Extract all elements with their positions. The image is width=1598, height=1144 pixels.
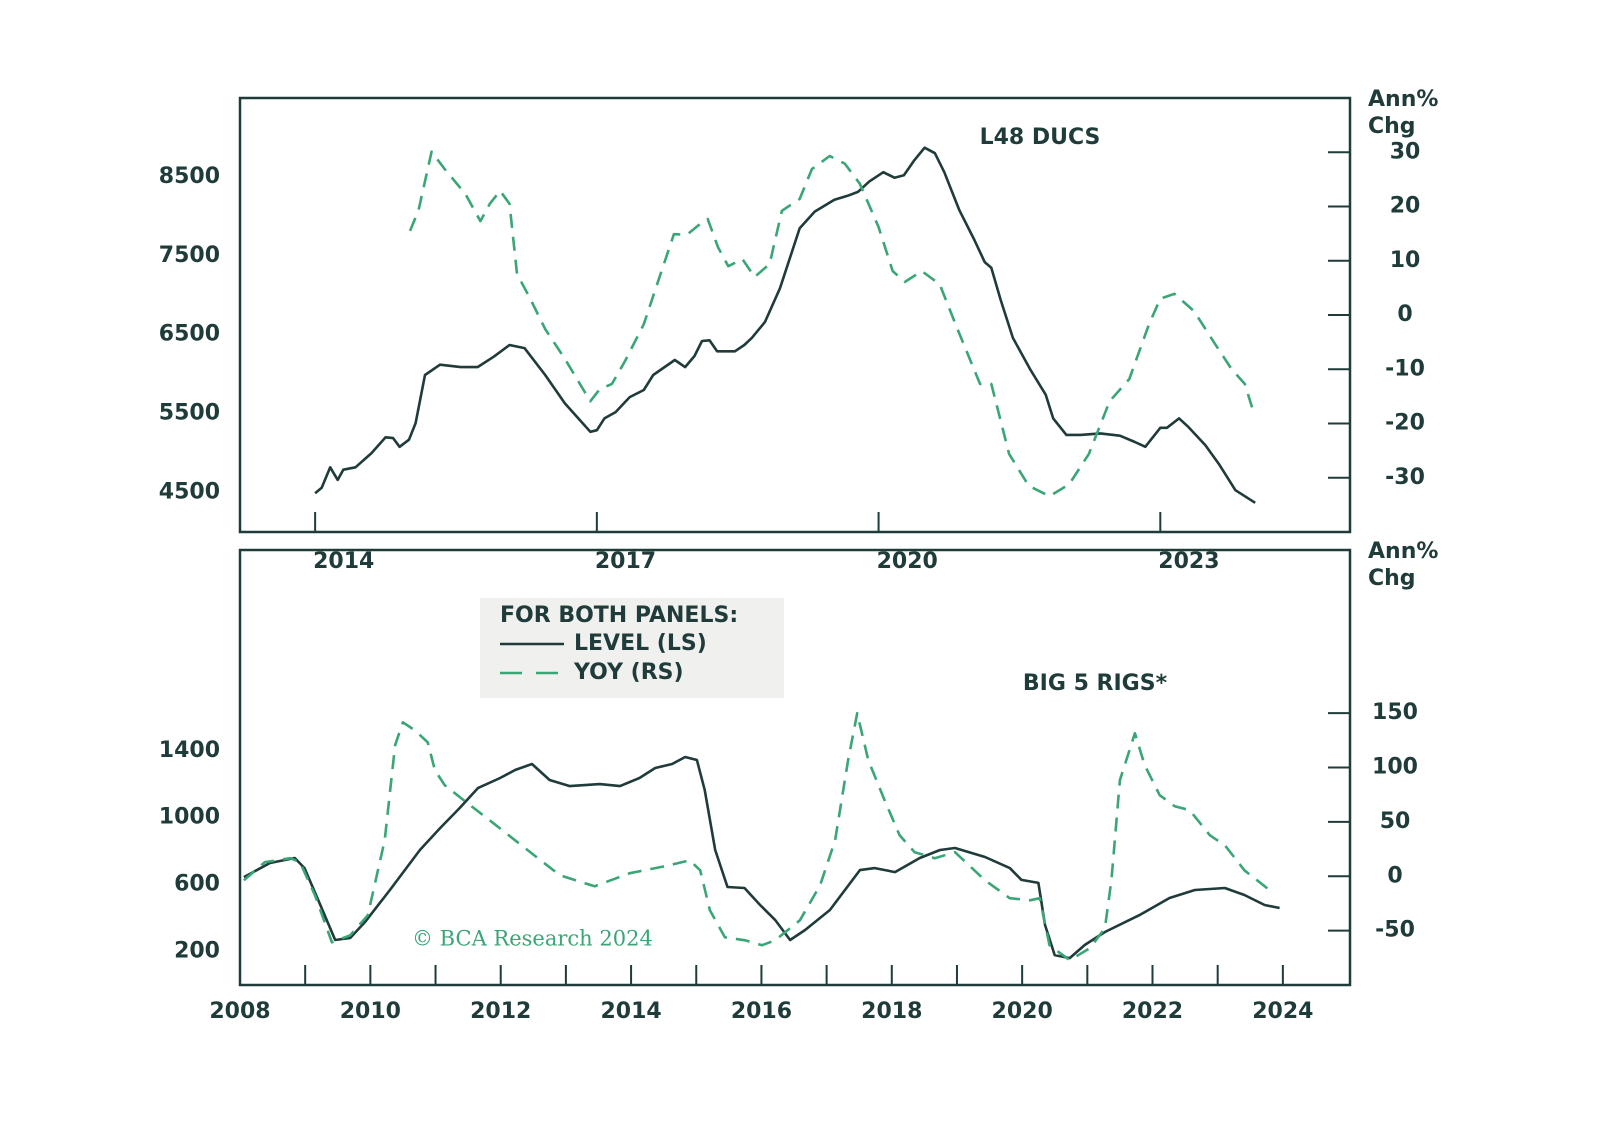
legend-box: [480, 598, 784, 698]
y2-tick-label: 10: [1390, 248, 1421, 273]
y-tick-label: 6500: [159, 322, 220, 347]
y2-tick-label: 150: [1372, 700, 1418, 725]
y2-axis-label: Ann%: [1368, 539, 1438, 564]
panel-title: BIG 5 RIGS*: [1023, 671, 1168, 696]
x-tick-label: 2022: [1122, 999, 1183, 1024]
x-tick-label: 2016: [731, 999, 792, 1024]
y2-tick-label: 30: [1390, 139, 1421, 164]
legend-label: YOY (RS): [573, 660, 684, 685]
y2-tick-label: -30: [1385, 465, 1425, 490]
x-tick-label: 2014: [600, 999, 661, 1024]
x-tick-label: 2010: [340, 999, 401, 1024]
y2-tick-label: -20: [1385, 411, 1425, 436]
y-tick-label: 200: [174, 939, 220, 964]
legend-label: LEVEL (LS): [574, 631, 707, 656]
y2-axis-label: Chg: [1368, 566, 1416, 591]
y2-tick-label: -50: [1375, 918, 1415, 943]
y-tick-label: 4500: [159, 480, 220, 505]
watermark: © BCA Research 2024: [412, 927, 653, 951]
y-tick-label: 600: [174, 872, 220, 897]
y2-tick-label: 0: [1387, 863, 1402, 888]
level-line: [314, 146, 1256, 504]
y-tick-label: 7500: [159, 243, 220, 268]
yoy-line: [243, 711, 1271, 962]
y2-axis-label: Chg: [1368, 114, 1416, 139]
y-tick-label: 1400: [159, 738, 220, 763]
y2-tick-label: -10: [1385, 356, 1425, 381]
x-tick-label: 2017: [595, 549, 656, 574]
x-tick-label: 2014: [313, 549, 374, 574]
y2-tick-label: 100: [1372, 755, 1418, 780]
y-tick-label: 1000: [159, 805, 220, 830]
x-tick-label: 2012: [470, 999, 531, 1024]
panel-title: L48 DUCS: [980, 125, 1101, 150]
x-tick-label: 2018: [861, 999, 922, 1024]
x-tick-label: 2024: [1252, 999, 1313, 1024]
y2-tick-label: 0: [1397, 302, 1412, 327]
yoy-line: [408, 150, 1256, 498]
x-tick-label: 2020: [877, 549, 938, 574]
x-tick-label: 2008: [209, 999, 270, 1024]
legend-title: FOR BOTH PANELS:: [500, 603, 738, 628]
y2-tick-label: 50: [1380, 809, 1411, 834]
y-tick-label: 5500: [159, 401, 220, 426]
y-tick-label: 8500: [159, 164, 220, 189]
x-tick-label: 2020: [992, 999, 1053, 1024]
x-tick-label: 2023: [1158, 549, 1219, 574]
y2-axis-label: Ann%: [1368, 87, 1438, 112]
y2-tick-label: 20: [1390, 194, 1421, 219]
